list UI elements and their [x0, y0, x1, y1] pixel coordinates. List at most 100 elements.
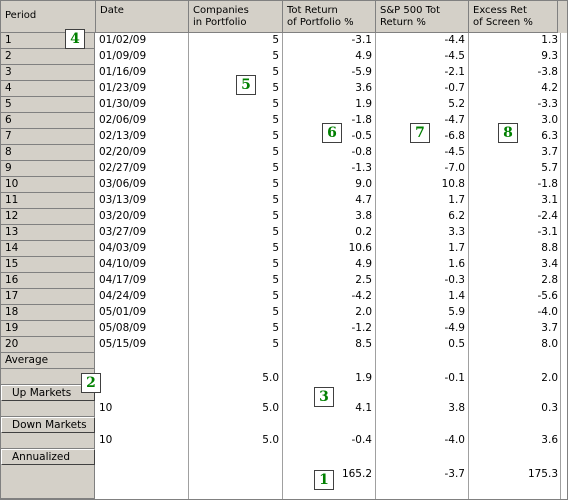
- cell-excess[interactable]: 8.8: [541, 242, 558, 254]
- cell-sp[interactable]: 5.9: [448, 306, 465, 318]
- cell-tot[interactable]: 1.9: [355, 98, 372, 110]
- row-header-period[interactable]: 16: [1, 273, 95, 289]
- cell-excess[interactable]: 4.2: [541, 82, 558, 94]
- cell-sp[interactable]: -6.8: [444, 130, 466, 142]
- cell-excess[interactable]: -5.6: [537, 290, 559, 302]
- cell-sp[interactable]: -2.1: [444, 66, 466, 78]
- cell-sp[interactable]: -4.4: [444, 34, 466, 46]
- row-header-period[interactable]: 8: [1, 145, 95, 161]
- cell-tot[interactable]: -5.9: [351, 66, 373, 78]
- header-excess-return[interactable]: Excess Ret of Screen %: [469, 1, 561, 33]
- cell-tot[interactable]: -0.5: [351, 130, 373, 142]
- cell-sp[interactable]: 10.8: [441, 178, 465, 190]
- cell-sp[interactable]: 0.5: [448, 338, 465, 350]
- cell-excess[interactable]: -3.3: [537, 98, 559, 110]
- cell-date[interactable]: 03/27/09: [99, 226, 147, 238]
- cell-tot[interactable]: -1.2: [351, 322, 373, 334]
- cell-date[interactable]: 02/20/09: [99, 146, 147, 158]
- cell-sp[interactable]: 1.7: [448, 242, 465, 254]
- cell-excess[interactable]: -1.8: [537, 178, 559, 190]
- cell-date[interactable]: 02/27/09: [99, 162, 147, 174]
- cell-excess[interactable]: 3.4: [541, 258, 558, 270]
- cell-sp[interactable]: 1.4: [448, 290, 465, 302]
- cell-date[interactable]: 01/02/09: [99, 34, 147, 46]
- header-sp500-return[interactable]: S&P 500 Tot Return %: [376, 1, 469, 33]
- row-header-period[interactable]: 17: [1, 289, 95, 305]
- cell-date[interactable]: 04/24/09: [99, 290, 147, 302]
- cell-sp[interactable]: -0.7: [444, 82, 466, 94]
- cell-date[interactable]: 05/15/09: [99, 338, 147, 350]
- cell-companies[interactable]: 5: [272, 146, 279, 158]
- cell-companies[interactable]: 5: [272, 34, 279, 46]
- cell-excess[interactable]: 1.3: [541, 34, 558, 46]
- cell-sp[interactable]: -4.5: [444, 146, 466, 158]
- cell-tot[interactable]: 8.5: [355, 338, 372, 350]
- cell-tot[interactable]: 4.7: [355, 194, 372, 206]
- row-header-period[interactable]: 4: [1, 81, 95, 97]
- row-header-period[interactable]: 9: [1, 161, 95, 177]
- cell-excess[interactable]: 8.0: [541, 338, 558, 350]
- cell-date[interactable]: 03/20/09: [99, 210, 147, 222]
- down-markets-button[interactable]: Down Markets: [1, 417, 95, 433]
- cell-tot[interactable]: 3.8: [355, 210, 372, 222]
- header-period[interactable]: Period: [1, 1, 96, 33]
- cell-excess[interactable]: -3.8: [537, 66, 559, 78]
- cell-companies[interactable]: 5: [272, 242, 279, 254]
- cell-tot[interactable]: -1.8: [351, 114, 373, 126]
- cell-tot[interactable]: 0.2: [355, 226, 372, 238]
- cell-tot[interactable]: 2.0: [355, 306, 372, 318]
- cell-tot[interactable]: 9.0: [355, 178, 372, 190]
- cell-companies[interactable]: 5: [272, 226, 279, 238]
- row-header-period[interactable]: 10: [1, 177, 95, 193]
- cell-date[interactable]: 01/30/09: [99, 98, 147, 110]
- cell-companies[interactable]: 5: [272, 194, 279, 206]
- cell-companies[interactable]: 5: [272, 66, 279, 78]
- cell-date[interactable]: 04/17/09: [99, 274, 147, 286]
- cell-excess[interactable]: -4.0: [537, 306, 559, 318]
- cell-excess[interactable]: -3.1: [537, 226, 559, 238]
- header-portfolio-return[interactable]: Tot Return of Portfolio %: [283, 1, 376, 33]
- cell-sp[interactable]: 1.7: [448, 194, 465, 206]
- cell-tot[interactable]: -4.2: [351, 290, 373, 302]
- cell-tot[interactable]: -3.1: [351, 34, 373, 46]
- row-header-period[interactable]: 11: [1, 193, 95, 209]
- cell-sp[interactable]: 3.3: [448, 226, 465, 238]
- cell-companies[interactable]: 5: [272, 98, 279, 110]
- cell-date[interactable]: 03/13/09: [99, 194, 147, 206]
- cell-date[interactable]: 05/01/09: [99, 306, 147, 318]
- cell-companies[interactable]: 5: [272, 306, 279, 318]
- cell-companies[interactable]: 5: [272, 114, 279, 126]
- row-header-period[interactable]: 2: [1, 49, 95, 65]
- header-companies[interactable]: Companies in Portfolio: [189, 1, 283, 33]
- cell-tot[interactable]: 4.9: [355, 50, 372, 62]
- cell-companies[interactable]: 5: [272, 338, 279, 350]
- cell-companies[interactable]: 5: [272, 162, 279, 174]
- row-header-period[interactable]: 15: [1, 257, 95, 273]
- up-markets-button[interactable]: Up Markets: [1, 385, 95, 401]
- cell-tot[interactable]: 3.6: [355, 82, 372, 94]
- cell-date[interactable]: 04/10/09: [99, 258, 147, 270]
- cell-excess[interactable]: -2.4: [537, 210, 559, 222]
- row-header-period[interactable]: 20: [1, 337, 95, 353]
- cell-companies[interactable]: 5: [272, 290, 279, 302]
- row-header-period[interactable]: 7: [1, 129, 95, 145]
- cell-date[interactable]: 01/23/09: [99, 82, 147, 94]
- cell-excess[interactable]: 3.0: [541, 114, 558, 126]
- cell-excess[interactable]: 6.3: [541, 130, 558, 142]
- cell-companies[interactable]: 5: [272, 50, 279, 62]
- row-header-period[interactable]: 3: [1, 65, 95, 81]
- cell-date[interactable]: 04/03/09: [99, 242, 147, 254]
- cell-excess[interactable]: 2.8: [541, 274, 558, 286]
- cell-date[interactable]: 03/06/09: [99, 178, 147, 190]
- cell-companies[interactable]: 5: [272, 258, 279, 270]
- cell-tot[interactable]: -1.3: [351, 162, 373, 174]
- cell-companies[interactable]: 5: [272, 322, 279, 334]
- row-header-period[interactable]: 13: [1, 225, 95, 241]
- row-header-period[interactable]: 19: [1, 321, 95, 337]
- cell-companies[interactable]: 5: [272, 178, 279, 190]
- cell-sp[interactable]: -0.3: [444, 274, 466, 286]
- cell-date[interactable]: 05/08/09: [99, 322, 147, 334]
- cell-sp[interactable]: -4.9: [444, 322, 466, 334]
- cell-date[interactable]: 02/06/09: [99, 114, 147, 126]
- cell-excess[interactable]: 3.7: [541, 322, 558, 334]
